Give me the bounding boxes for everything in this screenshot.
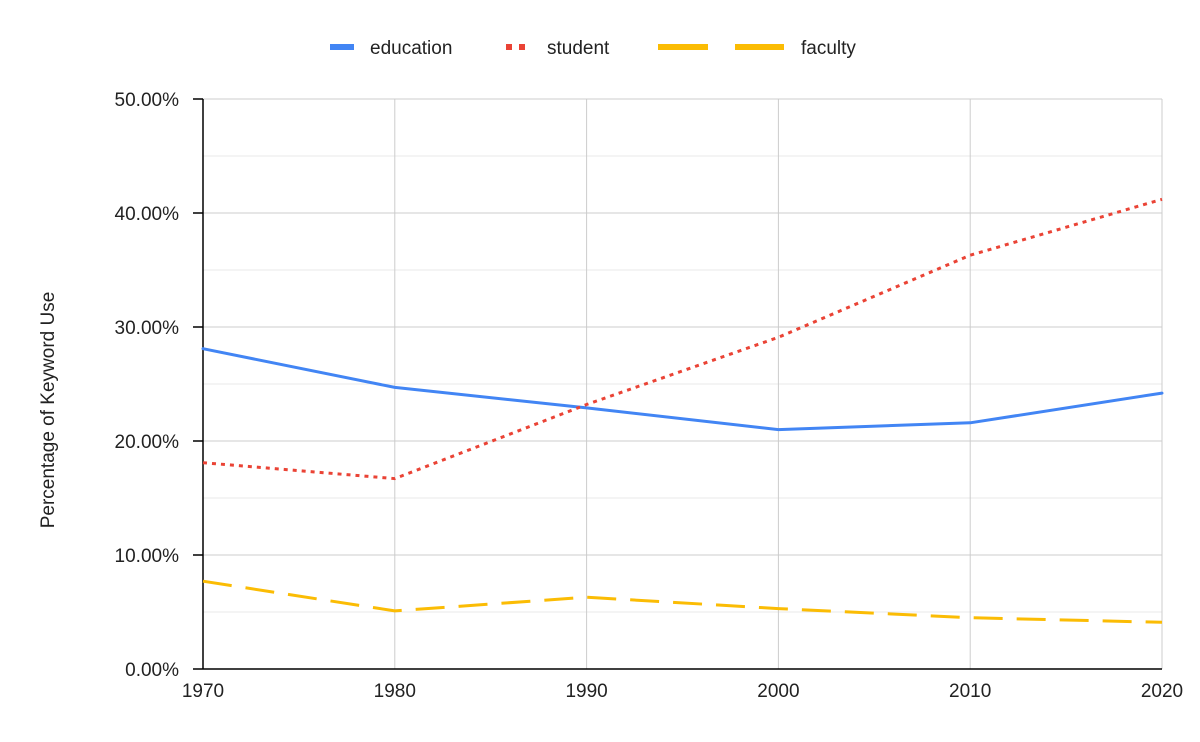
x-tick-label: 1980 [374,681,416,702]
x-tick-label: 2020 [1141,681,1183,702]
series-lines [201,197,1164,624]
legend-label: faculty [801,38,856,59]
y-tick-label: 30.00% [115,318,180,339]
y-tick-label: 0.00% [125,660,179,681]
y-tick-label: 50.00% [115,90,180,111]
legend-item-student: student [506,38,610,59]
legend: education student faculty [330,38,856,59]
legend-item-education: education [330,38,452,59]
legend-label: student [547,38,610,59]
series-line-faculty [202,579,1163,624]
y-axis-title: Percentage of Keyword Use [38,292,59,529]
x-tick-label: 2010 [949,681,991,702]
legend-item-faculty: faculty [658,38,856,59]
x-tick-label: 2000 [757,681,799,702]
series-line-student [202,197,1163,481]
grid [203,98,1163,669]
axes: 0.00% 10.00% 20.00% 30.00% 40.00% 50.00% 1970 1… [115,90,1184,702]
legend-label: education [370,38,452,59]
series-line-education [201,347,1164,432]
x-tick-label: 1970 [182,681,224,702]
y-tick-label: 10.00% [115,546,180,567]
x-tick-label: 1990 [565,681,607,702]
y-tick-label: 40.00% [115,204,180,225]
y-tick-label: 20.00% [115,432,180,453]
